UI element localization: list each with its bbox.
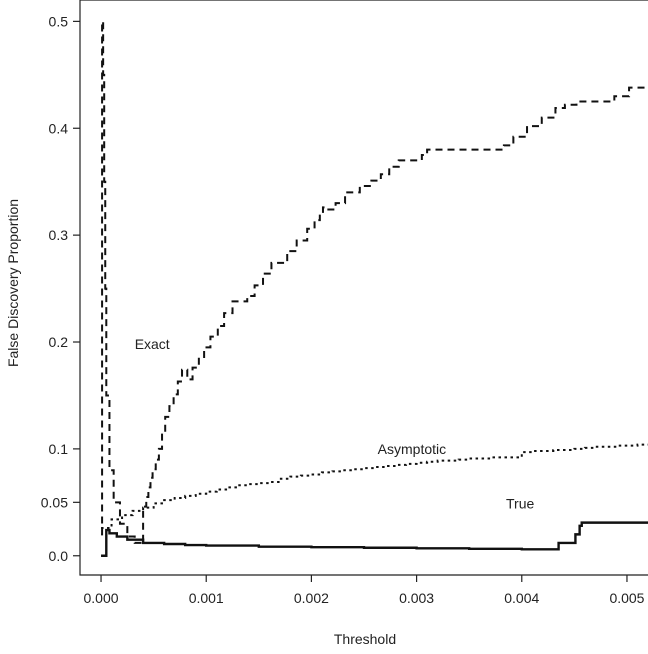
y-tick-label: 0.5: [49, 13, 69, 29]
series-layer: [101, 20, 648, 557]
x-tick-label: 0.001: [189, 590, 224, 606]
y-tick-label: 0.05: [41, 494, 68, 510]
y-tick-label: 0.3: [49, 227, 69, 243]
y-axis: 0.0 0.05 0.1 0.2 0.3 0.4 0.5: [41, 13, 80, 564]
annotation-exact: Exact: [135, 336, 170, 352]
x-tick-label: 0.003: [399, 590, 434, 606]
series-line-exact: [101, 20, 648, 546]
x-tick-label: 0.002: [294, 590, 329, 606]
x-tick-label: 0.005: [609, 590, 644, 606]
y-tick-label: 0.0: [49, 548, 69, 564]
x-axis: 0.000 0.001 0.002 0.003 0.004 0.005: [84, 575, 645, 606]
y-tick-label: 0.4: [49, 120, 69, 136]
x-tick-label: 0.000: [84, 590, 119, 606]
series-line-asymptotic: [101, 443, 648, 529]
x-tick-label: 0.004: [504, 590, 539, 606]
annotation-asymptotic: Asymptotic: [378, 441, 446, 457]
plot-area: [79, 0, 648, 576]
y-tick-label: 0.1: [49, 441, 69, 457]
annotation-true: True: [506, 495, 534, 511]
plot-border: [79, 0, 648, 576]
series-line-true: [101, 521, 648, 557]
y-axis-title: False Discovery Proportion: [5, 199, 21, 367]
x-axis-title: Threshold: [334, 631, 396, 647]
y-tick-label: 0.2: [49, 334, 69, 350]
